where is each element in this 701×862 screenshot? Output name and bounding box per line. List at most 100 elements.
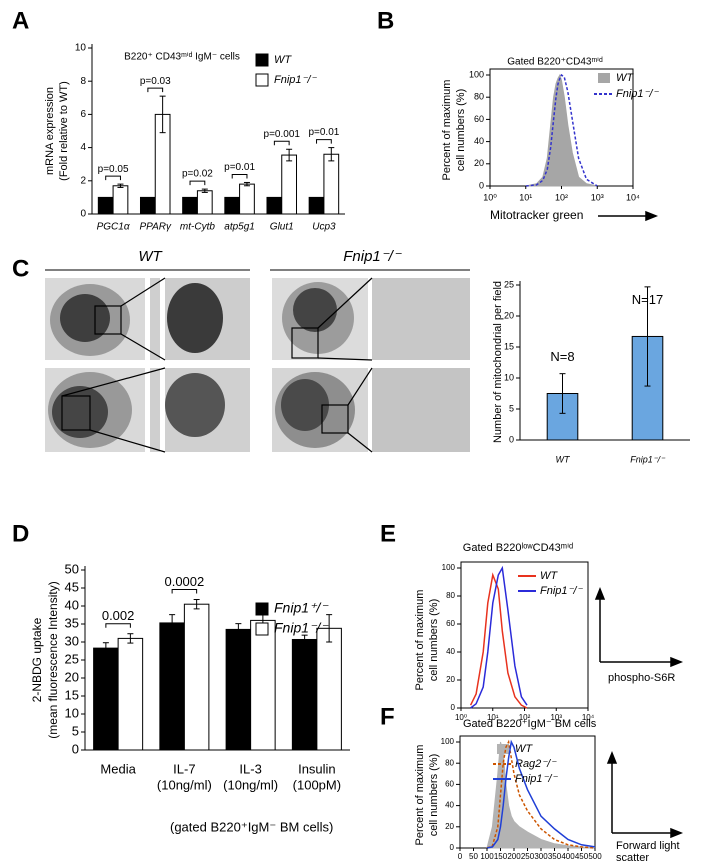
zoom-line: [347, 367, 373, 406]
nucleus: [165, 373, 225, 437]
chart-title: Gated B220⁺CD43ᵐⁱᵈ: [507, 57, 603, 68]
bar: [117, 637, 144, 751]
p-value: 0.002: [102, 608, 135, 623]
legend-label: WT: [540, 570, 558, 582]
histogram-line: [525, 73, 598, 187]
bar: [97, 196, 114, 215]
arrow-head: [670, 656, 684, 668]
x-axis-label: phospho-S6R: [608, 672, 675, 684]
y-tick-label: 25: [65, 651, 79, 666]
annotation: N=17: [632, 292, 663, 307]
image-label: WT: [138, 248, 163, 265]
p-value: p=0.001: [264, 129, 301, 140]
legend-swatch: [255, 73, 269, 87]
x-tick-label: IL-7: [173, 761, 195, 776]
nucleus: [293, 288, 337, 332]
panel-letter: F: [380, 703, 395, 730]
y-axis-label: Number of mitochondrial per field: [492, 281, 504, 443]
y-tick-label: 60: [474, 114, 484, 124]
bar: [281, 154, 298, 215]
bar: [139, 196, 156, 215]
x-tick-label: Glut1: [270, 222, 294, 233]
y-tick-label: 40: [446, 647, 455, 656]
nucleus: [281, 379, 329, 431]
x-tick-label: 0: [458, 852, 463, 861]
plot-frame: [460, 561, 589, 709]
x-tick-label: 200: [507, 852, 521, 861]
significance-bracket: [273, 140, 290, 146]
legend-label: Fnip1⁺/⁻: [274, 600, 329, 616]
y-tick-label: 60: [446, 619, 455, 628]
x-tick-label: 450: [575, 852, 589, 861]
zoom-box: [61, 395, 91, 431]
x-tick-label: atp5g1: [224, 222, 255, 233]
y-tick-label: 45: [65, 579, 79, 594]
micrographs: [45, 269, 470, 453]
panel-letter: C: [12, 255, 29, 282]
panel-letter: B: [377, 7, 394, 34]
y-tick-label: 6: [80, 109, 86, 120]
y-tick-label: 80: [446, 591, 455, 600]
annotation: N=8: [550, 349, 574, 364]
panel-letter: E: [380, 520, 396, 547]
legend-label: Fnip1⁻/⁻: [515, 773, 558, 785]
x-tick-label: Fnip1⁻/⁻: [630, 454, 666, 464]
legend-label: WT: [616, 72, 634, 84]
zoom-line: [61, 367, 166, 397]
x-tick-label: 10¹: [519, 192, 532, 202]
x-tick-label: mt-Cytb: [180, 222, 215, 233]
arrow-head: [670, 827, 684, 839]
bar: [112, 185, 129, 215]
chart-title: B220⁺ CD43ᵐⁱᵈ IgM⁻ cells: [124, 52, 240, 63]
bar: [93, 647, 119, 751]
y-tick-label: 35: [65, 615, 79, 630]
y-tick-label: 40: [445, 801, 454, 810]
chart-title: Gated B220ˡᵒʷCD43ᵐⁱᵈ: [463, 542, 573, 554]
x-tick-label: 10²: [555, 192, 568, 202]
x-tick-label: 50: [469, 852, 478, 861]
x-tick-label: 250: [521, 852, 535, 861]
bar: [308, 196, 325, 215]
nucleus: [167, 283, 223, 353]
y-tick-label: 20: [504, 310, 514, 320]
histogram-line: [469, 572, 528, 709]
significance-bracket: [105, 175, 121, 181]
legend-label: WT: [274, 54, 292, 66]
bar: [182, 196, 198, 215]
bar: [250, 619, 276, 751]
y-axis-label: mRNA expression: [44, 87, 56, 175]
x-tick-label: Insulin: [298, 761, 336, 776]
y-tick-label: 0: [509, 434, 514, 444]
nucleus: [52, 386, 108, 438]
x-axis-label: scatter: [616, 852, 649, 862]
legend-swatch: [598, 73, 610, 83]
x-tick-label: 10⁴: [582, 713, 595, 722]
legend-label: Rag2⁻/⁻: [515, 758, 557, 770]
y-tick-label: 0: [72, 741, 79, 756]
x-tick-label: 10²: [519, 713, 531, 722]
legend-swatch: [255, 602, 269, 616]
arrow-head: [645, 210, 659, 222]
y-axis-label: (mean fluorescence Intensity): [46, 581, 60, 738]
p-value: p=0.02: [182, 169, 213, 180]
y-tick-label: 15: [504, 341, 514, 351]
micrograph: [150, 278, 160, 360]
legend-swatch: [255, 622, 269, 636]
y-axis-label: cell numbers (%): [455, 89, 467, 172]
bar: [323, 153, 340, 215]
significance-bracket: [147, 87, 164, 93]
nucleus: [60, 294, 110, 342]
y-tick-label: 20: [474, 158, 484, 168]
y-tick-label: 60: [445, 780, 454, 789]
histogram-line: [470, 565, 528, 709]
y-tick-label: 0: [479, 180, 484, 190]
y-tick-label: 8: [80, 76, 86, 87]
y-tick-label: 40: [474, 136, 484, 146]
y-tick-label: 20: [446, 675, 455, 684]
x-tick-label: 400: [561, 852, 575, 861]
x-tick-label: 10⁰: [483, 192, 497, 202]
y-tick-label: 20: [65, 669, 79, 684]
x-tick-label: 100: [480, 852, 494, 861]
legend-label: WT: [515, 743, 533, 755]
p-value: p=0.05: [98, 164, 129, 175]
